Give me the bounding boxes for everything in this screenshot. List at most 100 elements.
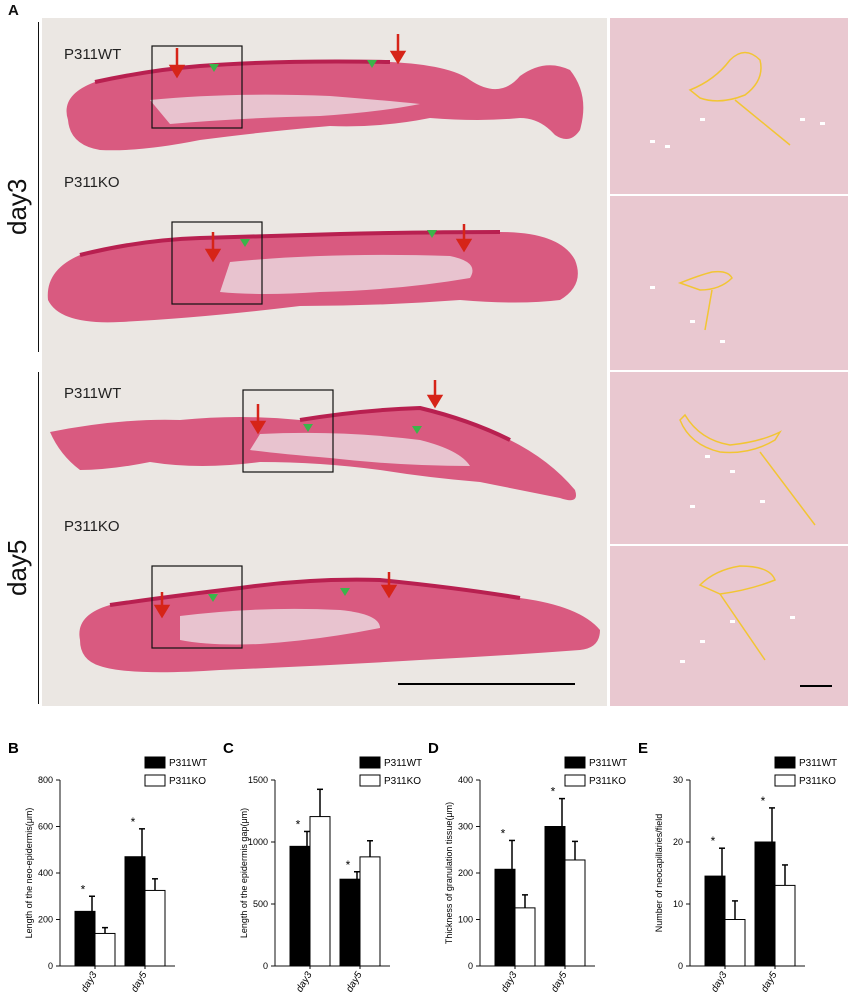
- legend-swatch-wt: [774, 756, 796, 769]
- section-label-day5-ko: P311KO: [64, 518, 120, 535]
- significance-marker: *: [131, 815, 136, 829]
- green-arrowhead-icon: [427, 230, 437, 238]
- legend-label: P311WT: [589, 758, 627, 769]
- significance-marker: *: [711, 834, 716, 848]
- bar-day5-ko: [144, 889, 166, 967]
- inset-day3-wt: [610, 18, 848, 194]
- bar-day5-wt: [544, 826, 566, 967]
- roi-box-day5-wt: [242, 389, 334, 473]
- chart-e: E 0 10 20 30 Number of neocapillaries/field P3…: [638, 740, 837, 995]
- bar-day5-ko: [359, 856, 381, 967]
- green-arrowhead-icon: [412, 426, 422, 434]
- inset-day5-ko: [610, 546, 848, 706]
- bar-day3-wt: [704, 875, 726, 967]
- bar-day5-ko: [564, 859, 586, 967]
- x-tick-label: day3: [709, 970, 730, 995]
- x-tick-label: day5: [549, 970, 570, 995]
- green-arrowhead-icon: [240, 239, 250, 247]
- bar-day3-ko: [309, 816, 331, 967]
- panel-letter: D: [428, 740, 439, 757]
- bar-day5-wt: [124, 856, 146, 967]
- inset-outline-day3-wt: [688, 51, 762, 102]
- chart-d: D 0 100 200 300 400 Thickness of granulation t…: [428, 740, 627, 995]
- y-tick-label: 0: [468, 961, 473, 971]
- bar-day3-ko: [94, 932, 116, 967]
- panel-a-letter: A: [8, 2, 19, 19]
- tissue-sections: [47, 34, 832, 687]
- x-tick-label: day5: [129, 970, 150, 995]
- legend-swatch-ko: [359, 774, 381, 787]
- section-label-day3-wt: P311WT: [64, 46, 122, 63]
- inset-outline-day5-wt: [679, 413, 783, 454]
- legend-label: P311KO: [384, 776, 421, 787]
- x-tick-label: day5: [344, 970, 365, 995]
- panel-letter: E: [638, 740, 648, 757]
- y-tick-label: 300: [458, 822, 473, 832]
- y-tick-label: 1000: [248, 837, 268, 847]
- legend-swatch-wt: [359, 756, 381, 769]
- y-tick-label: 30: [673, 775, 683, 785]
- x-tick-label: day5: [759, 970, 780, 995]
- chart-b: B 0 200 400 600 800 Length of the neo-epidermi…: [8, 740, 207, 995]
- day5-bracket: [38, 372, 39, 704]
- bar-day3-ko: [724, 919, 746, 967]
- inset-outline-day3-ko: [677, 270, 733, 291]
- epidermis-day3-wt: [94, 59, 391, 84]
- y-tick-label: 100: [458, 915, 473, 925]
- green-arrowhead-icon: [367, 60, 377, 68]
- legend-label: P311KO: [589, 776, 626, 787]
- y-axis-label: Thickness of granulation tissue(μm): [444, 802, 454, 944]
- y-tick-label: 200: [458, 868, 473, 878]
- y-tick-label: 400: [458, 775, 473, 785]
- section-label-day3-ko: P311KO: [64, 174, 120, 191]
- bar-day5-wt: [339, 878, 361, 967]
- legend-swatch-wt: [564, 756, 586, 769]
- roi-box-day5-ko: [151, 565, 243, 649]
- inset-day3-ko: [610, 196, 848, 370]
- y-tick-label: 10: [673, 899, 683, 909]
- legend-swatch-ko: [774, 774, 796, 787]
- y-axis-label: Length of the epidermis gap(μm): [239, 808, 249, 938]
- legend-swatch-wt: [144, 756, 166, 769]
- significance-marker: *: [761, 794, 766, 808]
- legend-swatch-ko: [564, 774, 586, 787]
- y-tick-label: 400: [38, 868, 53, 878]
- x-tick-label: day3: [294, 970, 315, 995]
- overview-scale-bar: [398, 683, 575, 685]
- y-tick-label: 200: [38, 915, 53, 925]
- significance-marker: *: [296, 817, 301, 831]
- panel-letter: B: [8, 740, 19, 757]
- y-tick-label: 500: [253, 899, 268, 909]
- legend-label: P311KO: [799, 776, 836, 787]
- epidermis-day5-ko: [109, 577, 521, 607]
- green-arrowhead-icon: [208, 594, 218, 602]
- legend-label: P311WT: [799, 758, 837, 769]
- legend-label: P311WT: [169, 758, 207, 769]
- section-label-day5-wt: P311WT: [64, 385, 122, 402]
- bar-day5-ko: [774, 884, 796, 967]
- epidermis-day5-wt: [299, 405, 511, 442]
- inset-outline-day5-ko: [698, 565, 776, 595]
- roi-box-day3-ko: [171, 221, 263, 305]
- y-tick-label: 800: [38, 775, 53, 785]
- legend-label: P311KO: [169, 776, 206, 787]
- x-tick-label: day3: [79, 970, 100, 995]
- x-tick-label: day3: [499, 970, 520, 995]
- chart-c: C 0 500 1000 1500 Length of the epidermis gap…: [223, 740, 422, 995]
- y-axis-label: Length of the neo-epidermis(μm): [24, 808, 34, 939]
- legend-label: P311WT: [384, 758, 422, 769]
- green-arrowhead-icon: [303, 424, 313, 432]
- bar-day5-wt: [754, 841, 776, 967]
- y-tick-label: 600: [38, 822, 53, 832]
- y-tick-label: 20: [673, 837, 683, 847]
- bar-day3-wt: [494, 868, 516, 967]
- bar-day3-wt: [289, 845, 311, 967]
- significance-marker: *: [501, 826, 506, 840]
- significance-marker: *: [81, 882, 86, 896]
- green-arrowhead-icon: [340, 588, 350, 596]
- y-tick-label: 0: [48, 961, 53, 971]
- significance-marker: *: [551, 785, 556, 799]
- bar-day3-ko: [514, 907, 536, 967]
- inset-scale-bar: [800, 685, 832, 687]
- roi-box-day3-wt: [151, 45, 243, 129]
